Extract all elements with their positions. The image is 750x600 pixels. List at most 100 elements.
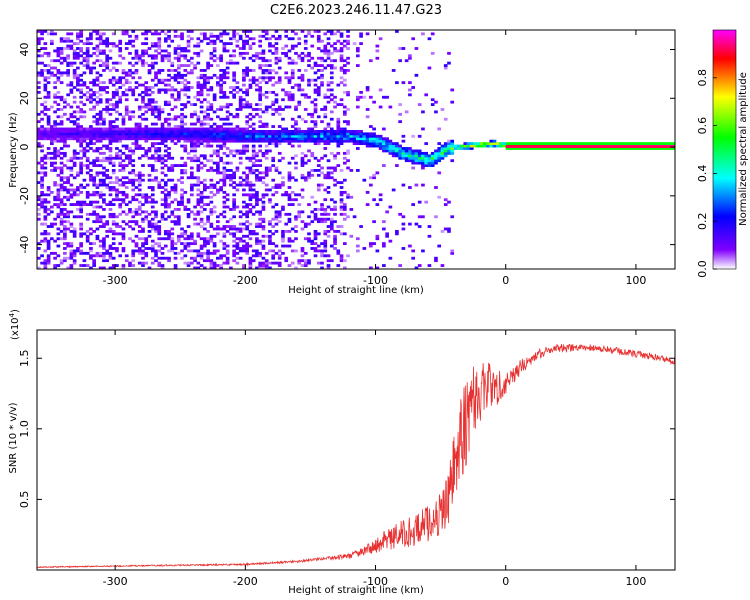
heatmap-cell (82, 139, 87, 143)
heatmap-cell (206, 251, 210, 255)
heatmap-cell (255, 78, 259, 82)
heatmap-cell (154, 212, 158, 216)
heatmap-cell (85, 132, 90, 136)
heatmap-cell (183, 205, 188, 209)
heatmap-cell (225, 249, 230, 253)
heatmap-cell (339, 142, 344, 146)
heatmap-cell (284, 90, 289, 94)
heatmap-cell (219, 117, 223, 121)
heatmap-cell (167, 195, 171, 199)
colorbar-tick-label: 0.8 (696, 69, 709, 87)
heatmap-cell (255, 129, 259, 133)
heatmap-cell (102, 254, 106, 258)
heatmap-cell (176, 81, 181, 85)
heatmap-cell (157, 42, 162, 46)
heatmap-cell (238, 108, 243, 111)
heatmap-cell (329, 244, 334, 248)
heatmap-cell (300, 73, 305, 77)
heatmap-cell (157, 44, 162, 48)
heatmap-cell (323, 254, 328, 258)
heatmap-cell (85, 166, 90, 170)
heatmap-cell (46, 151, 51, 155)
heatmap-cell (209, 54, 214, 58)
heatmap-cell (193, 239, 197, 243)
heatmap-cell (251, 156, 256, 160)
heatmap-cell (255, 195, 259, 199)
heatmap-cell (277, 134, 282, 138)
heatmap-cell (245, 129, 249, 133)
heatmap-cell (369, 176, 373, 180)
heatmap-cell (365, 144, 370, 148)
heatmap-cell (43, 259, 48, 263)
colorbar-tick-label: 0.0 (696, 260, 709, 278)
heatmap-cell (134, 81, 139, 85)
heatmap-cell (430, 164, 435, 167)
heatmap-cell (85, 142, 90, 146)
heatmap-cell (134, 178, 139, 182)
heatmap-cell (118, 112, 123, 116)
heatmap-cell (95, 193, 100, 197)
heatmap-cell (98, 164, 103, 167)
heatmap-cell (629, 144, 634, 148)
heatmap-cell (443, 147, 448, 150)
heatmap-cell (316, 132, 321, 136)
heatmap-cell (603, 142, 608, 146)
heatmap-cell (59, 51, 64, 55)
heatmap-cell (102, 108, 106, 111)
heatmap-cell (209, 105, 214, 109)
heatmap-cell (163, 164, 168, 167)
heatmap-cell (274, 229, 279, 233)
heatmap-cell (336, 225, 341, 228)
heatmap-cell (212, 266, 217, 269)
heatmap-cell (66, 127, 70, 131)
heatmap-cell (186, 249, 191, 253)
heatmap-cell (196, 54, 201, 58)
heatmap-cell (72, 129, 77, 133)
heatmap-cell (313, 169, 318, 172)
heatmap-cell (212, 183, 217, 187)
heatmap-cell (251, 78, 256, 82)
heatmap-cell (258, 266, 263, 269)
heatmap-cell (147, 103, 152, 106)
heatmap-cell (395, 151, 399, 155)
heatmap-cell (655, 142, 660, 146)
heatmap-cell (89, 254, 93, 258)
heatmap-cell (72, 176, 77, 180)
heatmap-cell (95, 117, 100, 121)
heatmap-cell (134, 98, 139, 102)
heatmap-cell (427, 264, 432, 267)
heatmap-cell (66, 215, 70, 219)
heatmap-cell (277, 261, 282, 265)
heatmap-cell (271, 164, 276, 167)
heatmap-cell (303, 154, 308, 158)
heatmap-cell (430, 159, 435, 163)
heatmap-cell (287, 220, 292, 224)
heatmap-cell (160, 217, 165, 221)
heatmap-cell (385, 147, 389, 150)
heatmap-cell (150, 56, 155, 60)
heatmap-cell (89, 249, 93, 253)
heatmap-cell (329, 208, 334, 211)
heatmap-cell (56, 203, 61, 206)
heatmap-cell (528, 144, 533, 148)
heatmap-cell (147, 266, 152, 269)
heatmap-cell (63, 164, 67, 167)
heatmap-cell (251, 164, 256, 167)
heatmap-cell (225, 134, 230, 138)
heatmap-cell (108, 125, 113, 128)
heatmap-cell (222, 117, 227, 121)
heatmap-cell (245, 127, 249, 131)
heatmap-cell (242, 139, 246, 143)
heatmap-cell (408, 149, 412, 153)
heatmap-cell (72, 69, 77, 72)
heatmap-cell (242, 103, 246, 106)
heatmap-cell (176, 51, 181, 55)
heatmap-cell (313, 83, 318, 87)
heatmap-cell (238, 137, 243, 141)
heatmap-cell (333, 234, 337, 238)
heatmap-cell (329, 198, 334, 202)
heatmap-cell (333, 95, 337, 99)
heatmap-cell (613, 147, 617, 150)
heatmap-cell (307, 134, 311, 138)
